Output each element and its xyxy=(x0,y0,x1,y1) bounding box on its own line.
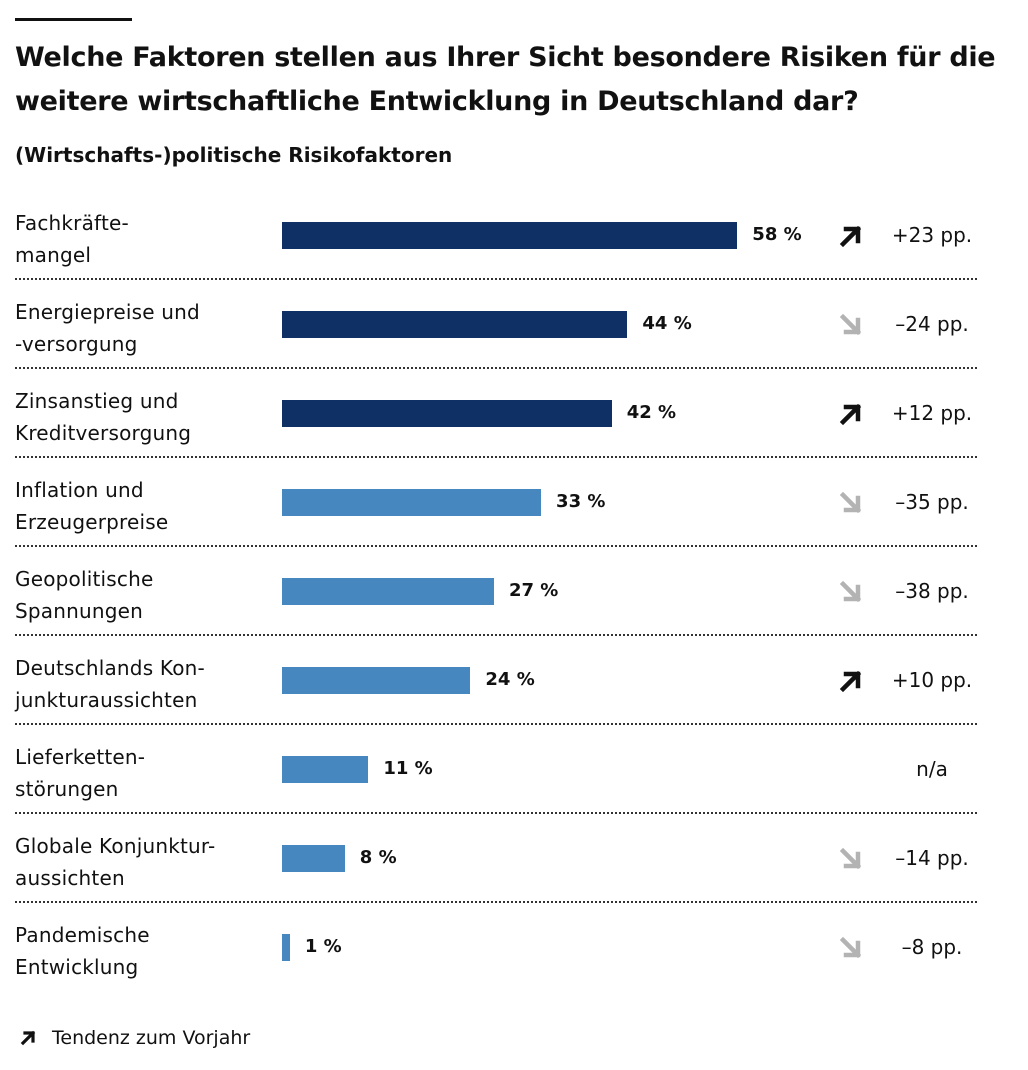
value-label: 33 % xyxy=(556,491,606,512)
value-label: 1 % xyxy=(304,936,342,957)
category-label-line: Fachkräfte- xyxy=(15,211,129,235)
category-label: Pandemische Entwicklung xyxy=(15,919,275,983)
arrow-up-right-icon xyxy=(839,670,862,693)
chart-row: Inflation und Erzeugerpreise 33 % –35 pp. xyxy=(15,458,977,547)
change-label: +12 pp. xyxy=(891,401,973,425)
chart-title: Welche Faktoren stellen aus Ihrer Sicht … xyxy=(15,42,996,117)
category-label-line: Inflation und xyxy=(15,478,144,502)
bar xyxy=(282,222,738,249)
bar xyxy=(282,756,369,783)
category-label-line: Globale Konjunktur- xyxy=(15,834,216,858)
value-label: 58 % xyxy=(752,224,802,245)
chart-row: Geopolitische Spannungen 27 % –38 pp. xyxy=(15,547,977,636)
row-separator xyxy=(15,634,977,636)
category-label-line: Erzeugerpreise xyxy=(15,510,169,534)
chart-row: Globale Konjunktur-aussichten 8 % –14 pp. xyxy=(15,814,977,903)
arrow-down-right-icon xyxy=(839,936,862,959)
bar xyxy=(282,311,628,338)
category-label-line: junkturaussichten xyxy=(15,688,198,712)
legend-text: Tendenz zum Vorjahr xyxy=(52,1027,251,1049)
category-label-line: Deutschlands Kon- xyxy=(15,656,205,680)
arrow-down-right-icon xyxy=(839,491,862,514)
category-label-line: Energiepreise und xyxy=(15,300,200,324)
change-label: –14 pp. xyxy=(895,846,969,870)
change-label: +10 pp. xyxy=(891,668,973,692)
category-label-line: störungen xyxy=(15,777,119,801)
row-separator xyxy=(15,367,977,369)
value-label: 8 % xyxy=(359,847,397,868)
row-separator xyxy=(15,278,977,280)
category-label: Geopolitische Spannungen xyxy=(15,563,275,627)
category-label-line: Kreditversorgung xyxy=(15,421,192,445)
category-label: Energiepreise und -versorgung xyxy=(15,296,275,360)
change-label: –38 pp. xyxy=(895,579,969,603)
value-label: 24 % xyxy=(485,669,535,690)
chart-row: Fachkräfte-mangel 58 % +23 pp. xyxy=(15,191,977,280)
category-label: Inflation und Erzeugerpreise xyxy=(15,474,275,538)
change-label: –24 pp. xyxy=(895,312,969,336)
chart-row: Energiepreise und -versorgung 44 % –24 pp. xyxy=(15,280,977,369)
category-label: Deutschlands Kon-junkturaussichten xyxy=(15,652,275,716)
change-label: –35 pp. xyxy=(895,490,969,514)
category-label-line: -versorgung xyxy=(15,332,138,356)
value-label: 44 % xyxy=(642,313,692,334)
chart-row: Zinsanstieg und Kreditversorgung 42 % +12 p… xyxy=(15,369,977,458)
category-label-line: Spannungen xyxy=(15,599,144,623)
category-label: Fachkräfte-mangel xyxy=(15,207,275,271)
category-label-line: Entwicklung xyxy=(15,955,139,979)
chart-row: Pandemische Entwicklung 1 % –8 pp. xyxy=(15,903,977,992)
category-label-line: mangel xyxy=(15,243,92,267)
row-separator xyxy=(15,545,977,547)
category-label-line: Lieferketten- xyxy=(15,745,146,769)
category-label-line: Geopolitische xyxy=(15,567,154,591)
arrow-up-right-icon xyxy=(839,403,862,426)
bar xyxy=(282,578,494,605)
bar xyxy=(282,845,345,872)
change-label: –8 pp. xyxy=(901,935,963,959)
value-label: 11 % xyxy=(383,758,433,779)
bar xyxy=(282,667,471,694)
arrow-down-right-icon xyxy=(839,580,862,603)
change-label: +23 pp. xyxy=(891,223,973,247)
bar xyxy=(282,400,612,427)
value-label: 42 % xyxy=(626,402,677,423)
category-label: Globale Konjunktur-aussichten xyxy=(15,830,275,894)
category-label-line: aussichten xyxy=(15,866,125,890)
row-separator xyxy=(15,812,977,814)
row-separator xyxy=(15,723,977,725)
arrow-down-right-icon xyxy=(839,313,862,336)
category-label: Lieferketten-störungen xyxy=(15,741,275,805)
chart-row: Lieferketten-störungen 11 % n/a xyxy=(15,725,977,814)
category-label-line: Pandemische xyxy=(15,923,150,947)
bar-chart: Fachkräfte-mangel 58 % +23 pp. Energiepreis… xyxy=(15,191,977,992)
bar xyxy=(282,489,542,516)
top-rule xyxy=(15,18,132,21)
category-label: Zinsanstieg und Kreditversorgung xyxy=(15,385,275,449)
bar xyxy=(282,934,290,961)
arrow-up-right-icon xyxy=(839,225,862,248)
change-label: n/a xyxy=(916,757,948,781)
value-label: 27 % xyxy=(508,580,559,601)
row-separator xyxy=(15,901,977,903)
chart-row: Deutschlands Kon-junkturaussichten 24 % +1… xyxy=(15,636,977,725)
row-separator xyxy=(15,456,977,458)
arrow-down-right-icon xyxy=(839,847,862,870)
chart-subtitle: (Wirtschafts-)politische Risikofaktoren xyxy=(15,143,453,167)
trend-arrow-icon xyxy=(20,1030,36,1046)
category-label-line: Zinsanstieg und xyxy=(15,389,179,413)
